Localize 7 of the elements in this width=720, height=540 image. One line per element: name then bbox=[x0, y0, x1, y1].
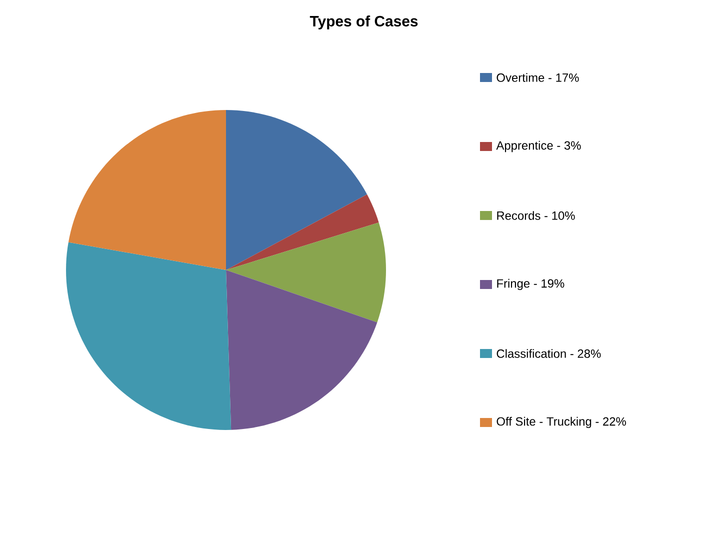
chart-title: Types of Cases bbox=[310, 16, 418, 30]
legend-label: Off Site - Trucking - 22% bbox=[496, 416, 626, 428]
legend-label: Fringe - 19% bbox=[497, 278, 564, 290]
legend-label: Apprentice - 3% bbox=[496, 140, 581, 152]
legend-label: Records - 10% bbox=[497, 211, 575, 220]
legend-label: Overtime - 17% bbox=[496, 73, 579, 82]
legend-label: Classification - 28% bbox=[496, 349, 601, 358]
